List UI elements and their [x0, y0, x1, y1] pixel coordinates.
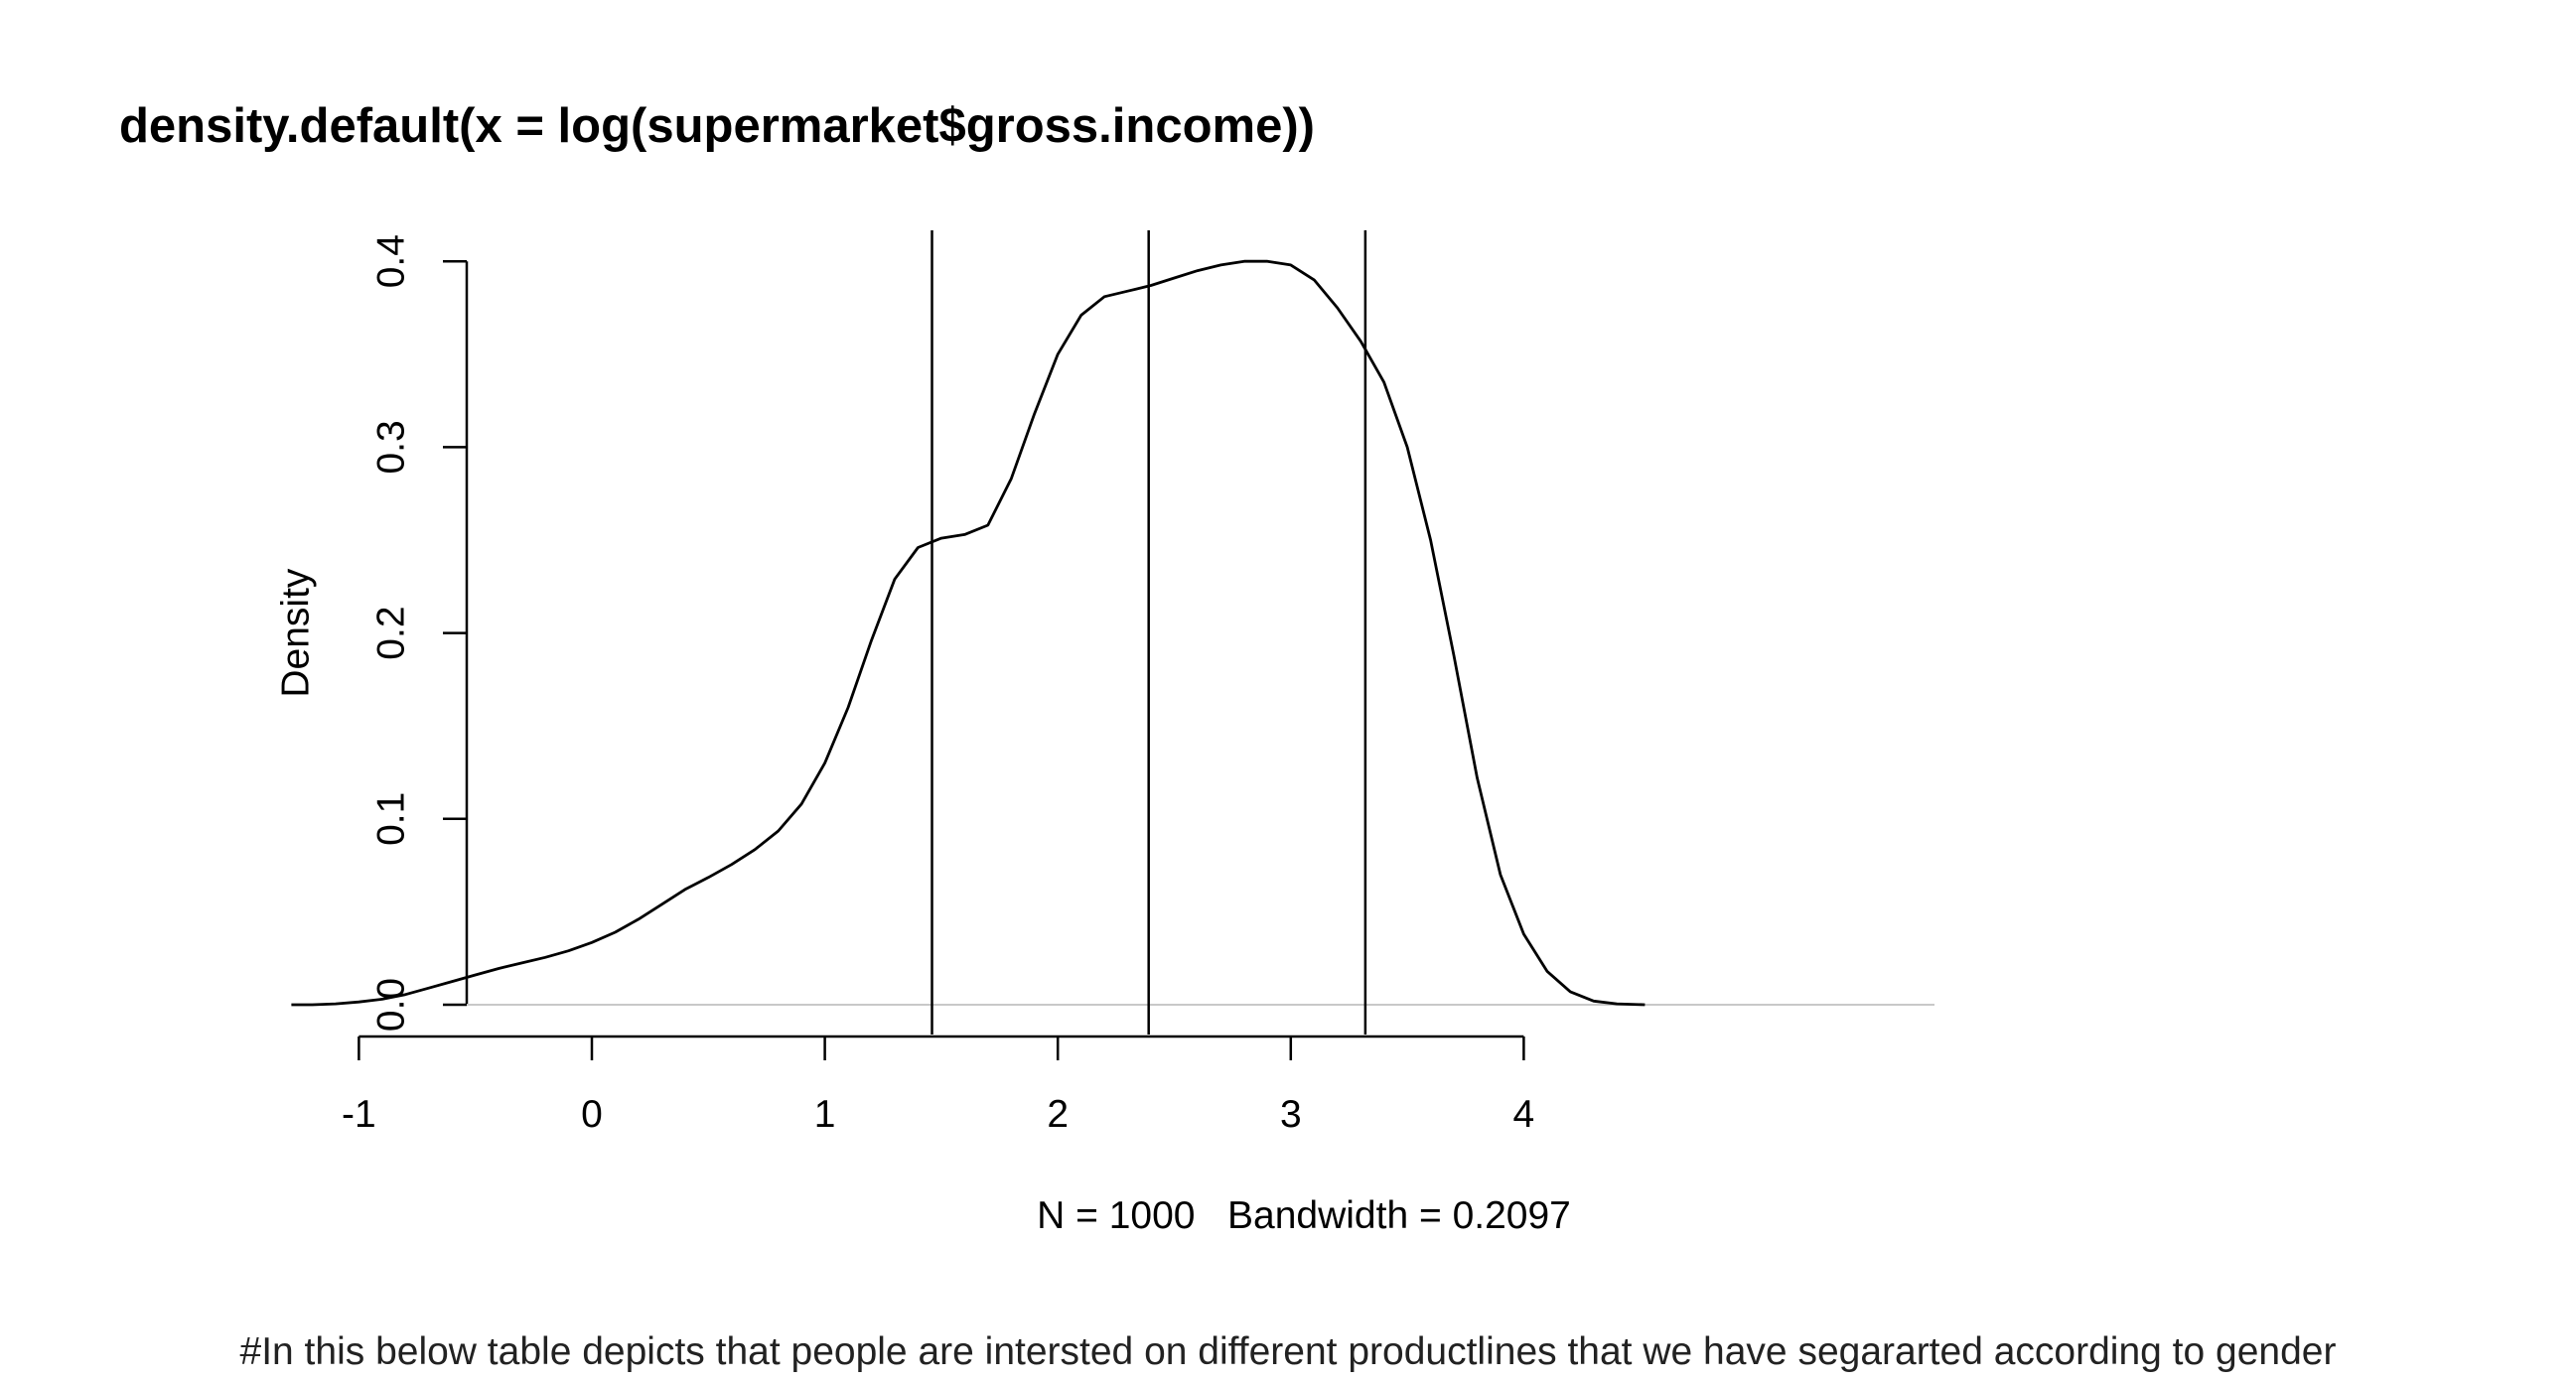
y-tick-label: 0.2 [369, 606, 412, 659]
y-tick-label: 0.4 [369, 234, 412, 288]
x-tick-label: 0 [581, 1093, 603, 1136]
x-tick-label: 1 [814, 1093, 836, 1136]
x-tick-label: -1 [342, 1093, 376, 1136]
y-tick-label: 0.0 [369, 978, 412, 1032]
x-axis-label: N = 1000 Bandwidth = 0.2097 [1037, 1194, 1571, 1237]
x-tick-label: 4 [1513, 1093, 1535, 1136]
density-plot: density.default(x = log(supermarket$gros… [119, 99, 1934, 1237]
x-axis: -1 0 1 2 3 4 [342, 1035, 1535, 1136]
y-tick-label: 0.1 [369, 792, 412, 846]
x-tick-label: 3 [1280, 1093, 1302, 1136]
y-tick-label: 0.3 [369, 420, 412, 474]
caption-text: #In this below table depicts that people… [239, 1330, 2337, 1373]
y-axis: 0.0 0.1 0.2 0.3 0.4 [369, 234, 469, 1032]
density-curve [291, 259, 1646, 1007]
x-tick-label: 2 [1047, 1093, 1069, 1136]
chart-title: density.default(x = log(supermarket$gros… [119, 99, 1315, 153]
plot-marks [291, 230, 1934, 1035]
y-axis-label: Density [274, 568, 317, 698]
